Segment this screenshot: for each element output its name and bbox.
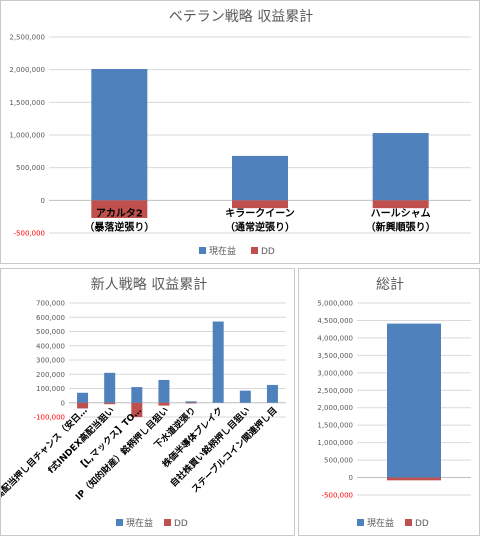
y-tick-label: 700,000 [36,300,65,308]
total-chart-panel: 総計 -500,000 0 500,000 1,000,000 1,500,000 2,0… [298,268,480,536]
y-tick-label: 0 [349,474,353,482]
y-tick-label: 1,500,000 [9,99,45,107]
bar-dd [158,402,170,406]
bar-dd [185,402,197,404]
total-chart: 総計 -500,000 0 500,000 1,000,000 1,500,000 2,0… [317,277,471,529]
veteran-strategy-chart-panel: ベテラン戦略 収益累計 -500,000 0 500,000 1,000,000 1,5… [0,0,480,264]
category-label: ハールシャム [371,207,431,219]
y-tick-label: 1,500,000 [317,422,353,430]
category-label: キラークイーン [225,207,295,219]
category-label: （暴落逆張り） [84,220,154,233]
rookie-strategy-chart-panel: 新人戦略 収益累計 -100,000 0 100,000 200,000 300,000… [0,268,295,536]
bar-profit [77,392,89,403]
y-tick-label: -500,000 [14,230,45,238]
y-tick-label: 0 [41,197,45,205]
bar-profit [91,69,148,201]
bar-profit [131,387,143,403]
bar-profit [239,390,251,403]
bar-profit [372,133,429,201]
y-tick-label: 2,000,000 [317,404,353,412]
bar-dd [77,402,89,409]
legend-label-dd: DD [415,519,429,529]
bar-dd [131,402,143,417]
y-tick-label: 5,000,000 [317,300,353,308]
legend-label-profit: 現在益 [126,517,153,529]
bar-dd [372,200,429,209]
y-tick-label: 300,000 [36,357,65,365]
bar-dd [91,200,148,218]
bar-dd [104,402,116,405]
bar-profit [185,401,197,403]
chart-title: ベテラン戦略 収益累計 [169,9,313,25]
legend-swatch-profit [357,519,364,526]
legend-label-dd: DD [174,519,188,529]
y-tick-label: 4,500,000 [317,317,353,325]
y-tick-label: 100,000 [36,385,65,393]
legend-swatch-profit [116,519,123,526]
y-tick-label: -100,000 [34,414,65,422]
veteran-strategy-chart: ベテラン戦略 収益累計 -500,000 0 500,000 1,000,000 1,5… [9,9,471,257]
y-tick-label: 600,000 [36,314,65,322]
bar-profit [266,384,278,403]
category-label: IP（知的財産）銘柄押し目狙い [73,404,171,502]
y-tick-label: 3,000,000 [317,369,353,377]
legend-label-profit: 現在益 [367,517,394,529]
y-tick-label: 2,500,000 [317,387,353,395]
bar-profit [387,323,441,478]
legend-swatch-dd [251,247,258,254]
y-tick-label: -500,000 [322,492,353,500]
y-tick-label: 3,500,000 [317,352,353,360]
category-label: アカルタ2 [96,207,143,219]
bar-profit [232,155,288,201]
legend-label-dd: DD [261,247,275,257]
y-tick-label: 500,000 [16,164,45,172]
legend-swatch-dd [405,519,412,526]
rookie-strategy-chart: 新人戦略 収益累計 -100,000 0 100,000 200,000 300,000… [1,277,286,529]
bar-dd [387,477,441,481]
bar-profit [158,379,170,403]
bar-profit [212,321,224,403]
bar-profit [104,372,116,403]
legend-swatch-profit [199,247,206,254]
y-tick-label: 500,000 [324,457,353,465]
y-tick-label: 500,000 [36,328,65,336]
y-tick-label: 0 [61,399,65,407]
y-tick-label: 400,000 [36,342,65,350]
legend-swatch-dd [164,519,171,526]
legend-label-profit: 現在益 [209,245,236,257]
y-tick-label: 200,000 [36,371,65,379]
chart-title: 新人戦略 収益累計 [91,277,207,293]
y-tick-label: 1,000,000 [317,439,353,447]
chart-title: 総計 [376,277,404,293]
category-label: （通常逆張り） [225,220,295,233]
category-label: （新興順張り） [366,220,436,233]
y-tick-label: 2,500,000 [9,34,45,42]
y-tick-label: 1,000,000 [9,132,45,140]
y-tick-label: 2,000,000 [9,66,45,74]
bar-dd [232,200,288,209]
y-tick-label: 4,000,000 [317,334,353,342]
